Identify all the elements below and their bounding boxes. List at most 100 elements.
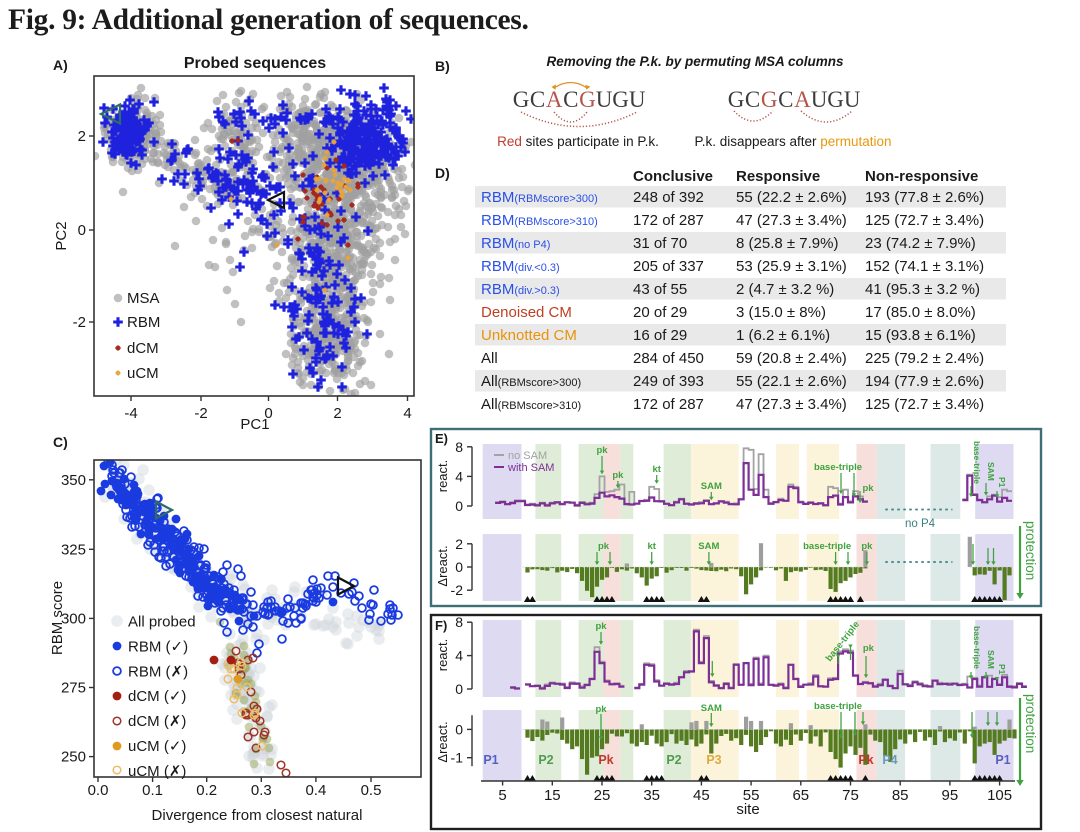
svg-text:kt: kt [652, 464, 661, 475]
svg-text:275: 275 [61, 680, 86, 697]
svg-text:1 (6.2 ± 6.1%): 1 (6.2 ± 6.1%) [736, 327, 830, 344]
svg-text:0.3: 0.3 [251, 782, 272, 799]
svg-text:protection: protection [1023, 694, 1038, 753]
svg-text:P1: P1 [995, 753, 1010, 767]
svg-text:SAM: SAM [701, 481, 722, 492]
svg-text:site: site [736, 801, 759, 818]
svg-text:pk: pk [861, 541, 873, 552]
svg-text:300: 300 [61, 610, 86, 627]
svg-text:25: 25 [594, 787, 611, 804]
svg-text:65: 65 [792, 787, 809, 804]
svg-text:react.: react. [435, 639, 450, 672]
svg-text:47 (27.3 ± 3.4%): 47 (27.3 ± 3.4%) [736, 396, 847, 413]
svg-text:0.0: 0.0 [88, 782, 109, 799]
svg-text:55: 55 [743, 787, 760, 804]
svg-text:RBM(RBMscore>310): RBM(RBMscore>310) [481, 212, 598, 229]
svg-text:172 of 287: 172 of 287 [633, 396, 704, 413]
svg-text:SAM: SAM [986, 462, 996, 481]
svg-text:225 (79.2 ± 2.4%): 225 (79.2 ± 2.4%) [865, 350, 984, 367]
svg-text:0.5: 0.5 [361, 782, 382, 799]
svg-text:-4: -4 [124, 405, 137, 422]
svg-text:0.1: 0.1 [142, 782, 163, 799]
svg-text:All(RBMscore>300): All(RBMscore>300) [481, 373, 581, 390]
svg-text:2 (4.7 ± 3.2 %): 2 (4.7 ± 3.2 %) [736, 281, 834, 298]
svg-text:152 (74.1 ± 3.1%): 152 (74.1 ± 3.1%) [865, 258, 984, 275]
svg-text:4: 4 [403, 405, 411, 422]
svg-text:8: 8 [455, 439, 463, 455]
svg-text:react.: react. [435, 460, 450, 493]
svg-text:Fig. 9: Additional generation: Fig. 9: Additional generation of sequenc… [8, 4, 529, 36]
svg-text:8: 8 [455, 614, 463, 630]
svg-text:35: 35 [643, 787, 660, 804]
svg-text:uCM (✓): uCM (✓) [128, 738, 186, 755]
svg-text:95: 95 [942, 787, 959, 804]
svg-text:47 (27.3 ± 3.4%): 47 (27.3 ± 3.4%) [736, 212, 847, 229]
svg-text:RBM (✓): RBM (✓) [128, 638, 188, 655]
svg-text:C: C [745, 87, 760, 112]
svg-text:G: G [728, 87, 745, 112]
svg-text:A): A) [53, 57, 68, 73]
svg-text:4: 4 [455, 468, 463, 484]
svg-text:15: 15 [544, 787, 561, 804]
svg-text:pk: pk [862, 483, 874, 494]
svg-text:43 of 55: 43 of 55 [633, 281, 687, 298]
svg-text:base-triple: base-triple [814, 462, 862, 473]
svg-text:pk: pk [596, 445, 608, 456]
svg-text:0.2: 0.2 [196, 782, 217, 799]
svg-text:105: 105 [987, 787, 1012, 804]
svg-text:125 (72.7 ± 3.4%): 125 (72.7 ± 3.4%) [865, 396, 984, 413]
svg-text:3 (15.0 ± 8%): 3 (15.0 ± 8%) [736, 304, 826, 321]
svg-text:U: U [844, 87, 861, 112]
svg-text:MSA: MSA [127, 290, 160, 307]
svg-text:P3: P3 [706, 753, 721, 767]
svg-text:F): F) [435, 618, 447, 633]
svg-text:dCM (✗): dCM (✗) [128, 713, 186, 730]
svg-text:16 of 29: 16 of 29 [633, 327, 687, 344]
svg-text:RBM(no P4): RBM(no P4) [481, 235, 550, 252]
svg-text:-2: -2 [73, 314, 86, 331]
svg-text:59 (20.8 ± 2.4%): 59 (20.8 ± 2.4%) [736, 350, 847, 367]
svg-text:17 (85.0 ± 8.0%): 17 (85.0 ± 8.0%) [865, 304, 976, 321]
svg-text:base-triple: base-triple [803, 541, 851, 552]
svg-text:pk: pk [612, 470, 624, 481]
svg-text:Conclusive: Conclusive [633, 168, 713, 185]
svg-text:Pk: Pk [858, 753, 873, 767]
svg-text:B): B) [435, 58, 450, 74]
svg-text:RBM (✗): RBM (✗) [128, 663, 188, 680]
svg-text:RBM: RBM [127, 314, 160, 331]
svg-text:G: G [612, 87, 629, 112]
svg-text:RBM score: RBM score [49, 581, 66, 655]
svg-text:C: C [563, 87, 578, 112]
svg-text:172 of 287: 172 of 287 [633, 212, 704, 229]
svg-text:41 (95.3 ± 3.2 %): 41 (95.3 ± 3.2 %) [865, 281, 980, 298]
svg-text:base-triple: base-triple [972, 441, 982, 484]
svg-text:P2: P2 [666, 753, 681, 767]
svg-text:G: G [761, 87, 778, 112]
svg-text:2: 2 [333, 405, 341, 422]
svg-text:8 (25.8 ± 7.9%): 8 (25.8 ± 7.9%) [736, 235, 838, 252]
svg-text:55 (22.2 ± 2.6%): 55 (22.2 ± 2.6%) [736, 189, 847, 206]
svg-text:base-triple: base-triple [814, 701, 862, 712]
svg-text:20 of 29: 20 of 29 [633, 304, 687, 321]
svg-text:kt: kt [647, 541, 656, 552]
svg-text:U: U [629, 87, 646, 112]
svg-text:Pk: Pk [598, 753, 613, 767]
svg-text:SAM: SAM [986, 650, 996, 669]
svg-text:dCM: dCM [127, 340, 159, 357]
svg-text:0.4: 0.4 [305, 782, 326, 799]
svg-text:A: A [794, 87, 811, 112]
svg-text:284 of 450: 284 of 450 [633, 350, 704, 367]
svg-text:U: U [596, 87, 613, 112]
svg-text:uCM (✗): uCM (✗) [128, 763, 186, 780]
svg-text:uCM: uCM [127, 365, 159, 382]
svg-text:-2: -2 [194, 405, 207, 422]
svg-text:55 (22.1 ± 2.6%): 55 (22.1 ± 2.6%) [736, 373, 847, 390]
svg-text:53 (25.9 ± 3.1%): 53 (25.9 ± 3.1%) [736, 258, 847, 275]
svg-text:U: U [811, 87, 828, 112]
svg-text:Denoised CM: Denoised CM [481, 304, 572, 321]
svg-text:Unknotted CM: Unknotted CM [481, 327, 577, 344]
svg-text:249 of 393: 249 of 393 [633, 373, 704, 390]
svg-text:-1: -1 [451, 750, 464, 766]
svg-text:205 of 337: 205 of 337 [633, 258, 704, 275]
svg-text:P1: P1 [997, 664, 1007, 675]
